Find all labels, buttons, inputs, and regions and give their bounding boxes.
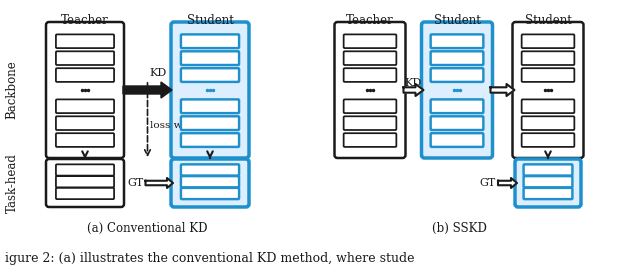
FancyBboxPatch shape: [343, 34, 396, 48]
FancyBboxPatch shape: [515, 159, 581, 207]
FancyBboxPatch shape: [522, 116, 575, 130]
FancyBboxPatch shape: [343, 116, 396, 130]
Text: Task-head: Task-head: [6, 153, 18, 213]
FancyBboxPatch shape: [181, 116, 239, 130]
Polygon shape: [498, 178, 517, 188]
FancyBboxPatch shape: [522, 68, 575, 82]
Text: Teacher: Teacher: [61, 14, 109, 27]
Polygon shape: [146, 178, 173, 188]
Text: Student: Student: [525, 14, 571, 27]
FancyBboxPatch shape: [56, 176, 114, 187]
FancyBboxPatch shape: [343, 68, 396, 82]
Polygon shape: [403, 84, 423, 96]
FancyBboxPatch shape: [431, 133, 483, 147]
FancyBboxPatch shape: [343, 99, 396, 113]
FancyBboxPatch shape: [524, 176, 573, 187]
Text: igure 2: (a) illustrates the conventional KD method, where stude: igure 2: (a) illustrates the conventiona…: [5, 252, 415, 265]
FancyBboxPatch shape: [522, 133, 575, 147]
Text: GT: GT: [127, 178, 144, 188]
FancyBboxPatch shape: [171, 22, 249, 158]
FancyBboxPatch shape: [431, 51, 483, 65]
FancyBboxPatch shape: [522, 51, 575, 65]
FancyBboxPatch shape: [181, 99, 239, 113]
FancyBboxPatch shape: [56, 116, 114, 130]
FancyBboxPatch shape: [56, 34, 114, 48]
FancyBboxPatch shape: [46, 159, 124, 207]
Text: Student: Student: [433, 14, 481, 27]
FancyBboxPatch shape: [181, 176, 239, 187]
FancyBboxPatch shape: [181, 133, 239, 147]
FancyBboxPatch shape: [421, 22, 493, 158]
Polygon shape: [491, 84, 515, 96]
FancyBboxPatch shape: [181, 34, 239, 48]
FancyBboxPatch shape: [522, 99, 575, 113]
FancyBboxPatch shape: [431, 34, 483, 48]
FancyBboxPatch shape: [46, 22, 124, 158]
FancyBboxPatch shape: [524, 164, 573, 176]
Text: Student: Student: [186, 14, 234, 27]
Text: loss weight: loss weight: [149, 120, 209, 129]
FancyBboxPatch shape: [56, 51, 114, 65]
FancyBboxPatch shape: [431, 99, 483, 113]
FancyBboxPatch shape: [522, 34, 575, 48]
Polygon shape: [123, 82, 172, 98]
FancyBboxPatch shape: [171, 159, 249, 207]
FancyBboxPatch shape: [181, 164, 239, 176]
FancyBboxPatch shape: [56, 133, 114, 147]
Text: KD: KD: [405, 78, 422, 88]
Text: (b) SSKD: (b) SSKD: [432, 222, 486, 235]
Text: GT: GT: [480, 178, 496, 188]
Text: Teacher: Teacher: [346, 14, 394, 27]
FancyBboxPatch shape: [524, 188, 573, 199]
FancyBboxPatch shape: [56, 188, 114, 199]
FancyBboxPatch shape: [56, 164, 114, 176]
FancyBboxPatch shape: [56, 99, 114, 113]
FancyBboxPatch shape: [343, 133, 396, 147]
FancyBboxPatch shape: [512, 22, 583, 158]
FancyBboxPatch shape: [56, 68, 114, 82]
Text: Backbone: Backbone: [6, 61, 18, 119]
Text: (a) Conventional KD: (a) Conventional KD: [87, 222, 208, 235]
FancyBboxPatch shape: [343, 51, 396, 65]
FancyBboxPatch shape: [335, 22, 406, 158]
FancyBboxPatch shape: [181, 51, 239, 65]
Text: KD: KD: [149, 68, 167, 78]
FancyBboxPatch shape: [181, 188, 239, 199]
FancyBboxPatch shape: [181, 68, 239, 82]
FancyBboxPatch shape: [431, 68, 483, 82]
FancyBboxPatch shape: [431, 116, 483, 130]
